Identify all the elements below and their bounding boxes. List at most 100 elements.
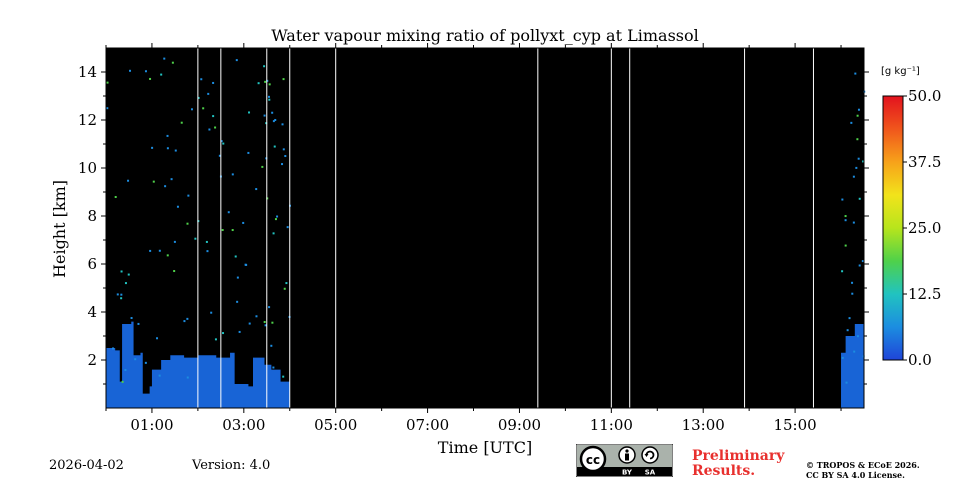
noise-pixel	[124, 282, 127, 285]
noise-pixel	[851, 292, 854, 295]
noise-pixel	[857, 157, 860, 160]
noise-pixel	[850, 121, 853, 124]
noise-pixel	[255, 315, 258, 318]
noise-pixel	[242, 221, 245, 224]
noise-pixel	[255, 188, 258, 191]
noise-pixel	[841, 356, 844, 359]
x-tick-label: 09:00	[498, 416, 541, 434]
noise-pixel	[846, 329, 849, 332]
noise-pixel	[194, 237, 197, 240]
noise-pixel	[151, 146, 154, 149]
noise-pixel	[208, 128, 211, 131]
attribution-icon	[618, 446, 636, 464]
noise-pixel	[844, 244, 847, 247]
noise-pixel	[186, 222, 189, 225]
x-tick-label: 13:00	[682, 416, 725, 434]
noise-pixel	[173, 270, 176, 273]
noise-pixel	[844, 215, 847, 218]
colorbar-tick-label: 37.5	[908, 153, 941, 171]
noise-pixel	[214, 338, 217, 341]
x-tick-label: 11:00	[590, 416, 633, 434]
noise-pixel	[127, 273, 130, 276]
y-tick-label: 2	[87, 351, 97, 369]
share-alike-icon	[641, 446, 659, 464]
noise-pixel	[857, 108, 860, 111]
noise-pixel	[248, 111, 251, 114]
noise-pixel	[856, 335, 859, 338]
noise-pixel	[166, 254, 169, 257]
noise-pixel	[272, 232, 275, 235]
noise-pixel	[171, 61, 174, 64]
noise-pixel	[112, 347, 115, 350]
noise-pixel	[190, 108, 193, 111]
noise-pixel	[281, 123, 284, 126]
noise-pixel	[238, 330, 241, 333]
noise-pixel	[273, 145, 276, 148]
x-tick-label: 07:00	[406, 416, 449, 434]
colorbar-tick-label: 50.0	[908, 87, 941, 105]
noise-pixel	[106, 107, 109, 110]
noise-pixel	[261, 165, 264, 168]
noise-pixel	[222, 332, 225, 335]
noise-pixel	[200, 78, 203, 81]
preliminary-line-2: Results.	[692, 463, 756, 479]
noise-pixel	[231, 173, 234, 176]
cc-icon: cc	[579, 445, 607, 473]
noise-pixel	[283, 287, 286, 290]
noise-pixel	[166, 134, 169, 137]
noise-pixel	[286, 226, 289, 229]
x-tick-label: 03:00	[222, 416, 265, 434]
plot-area	[105, 47, 866, 409]
noise-pixel	[137, 322, 140, 325]
noise-pixel	[202, 107, 205, 110]
noise-pixel	[166, 147, 169, 150]
colorbar-tick-label: 25.0	[908, 219, 941, 237]
noise-pixel	[197, 96, 200, 99]
noise-pixel	[121, 380, 124, 383]
noise-pixel	[851, 281, 854, 284]
noise-pixel	[268, 306, 271, 309]
noise-pixel	[220, 140, 223, 143]
noise-pixel	[841, 198, 844, 201]
noise-pixel	[856, 114, 859, 117]
noise-pixel	[853, 350, 856, 353]
copyright-line-1: © TROPOS & ECoE 2026.	[806, 460, 920, 470]
noise-pixel	[263, 320, 266, 323]
noise-pixel	[248, 322, 251, 325]
noise-pixel	[268, 83, 271, 86]
noise-pixel	[845, 381, 848, 384]
noise-pixel	[276, 215, 279, 218]
x-tick-label: 01:00	[130, 416, 173, 434]
noise-pixel	[274, 118, 277, 121]
noise-pixel	[270, 344, 273, 347]
noise-pixel	[124, 368, 127, 371]
colorbar-tick-label: 0.0	[908, 351, 932, 369]
noise-pixel	[231, 229, 234, 232]
noise-pixel	[264, 80, 267, 83]
noise-pixel	[186, 317, 189, 320]
noise-pixel	[272, 120, 275, 123]
noise-pixel	[861, 260, 864, 263]
noise-pixel	[271, 321, 274, 324]
cc-badge-cc: cc	[586, 453, 600, 467]
colorbar-tick-label: 12.5	[908, 285, 941, 303]
cc-badge-sa: SA	[645, 469, 656, 477]
y-tick-label: 12	[78, 111, 97, 129]
noise-pixel	[176, 205, 179, 208]
noise-pixel	[844, 219, 847, 222]
y-tick-label: 6	[87, 255, 97, 273]
colorbar-unit-label: [g kg⁻¹]	[881, 66, 920, 77]
x-axis-label: Time [UTC]	[438, 438, 532, 457]
noise-pixel	[862, 160, 865, 163]
noise-pixel	[257, 82, 260, 85]
noise-pixel	[156, 337, 159, 340]
footer-version: Version: 4.0	[192, 458, 271, 473]
x-axis: 01:00 03:00 05:00 07:00 09:00 11:00 13:00 15:00	[105, 43, 842, 434]
noise-pixel	[114, 196, 117, 199]
y-tick-label: 10	[78, 159, 97, 177]
y-tick-label: 14	[78, 63, 97, 81]
y-axis-label: Height [km]	[50, 180, 69, 278]
noise-pixel	[170, 178, 173, 181]
boundary-layer-region-2	[841, 324, 864, 408]
noise-pixel	[144, 70, 147, 73]
